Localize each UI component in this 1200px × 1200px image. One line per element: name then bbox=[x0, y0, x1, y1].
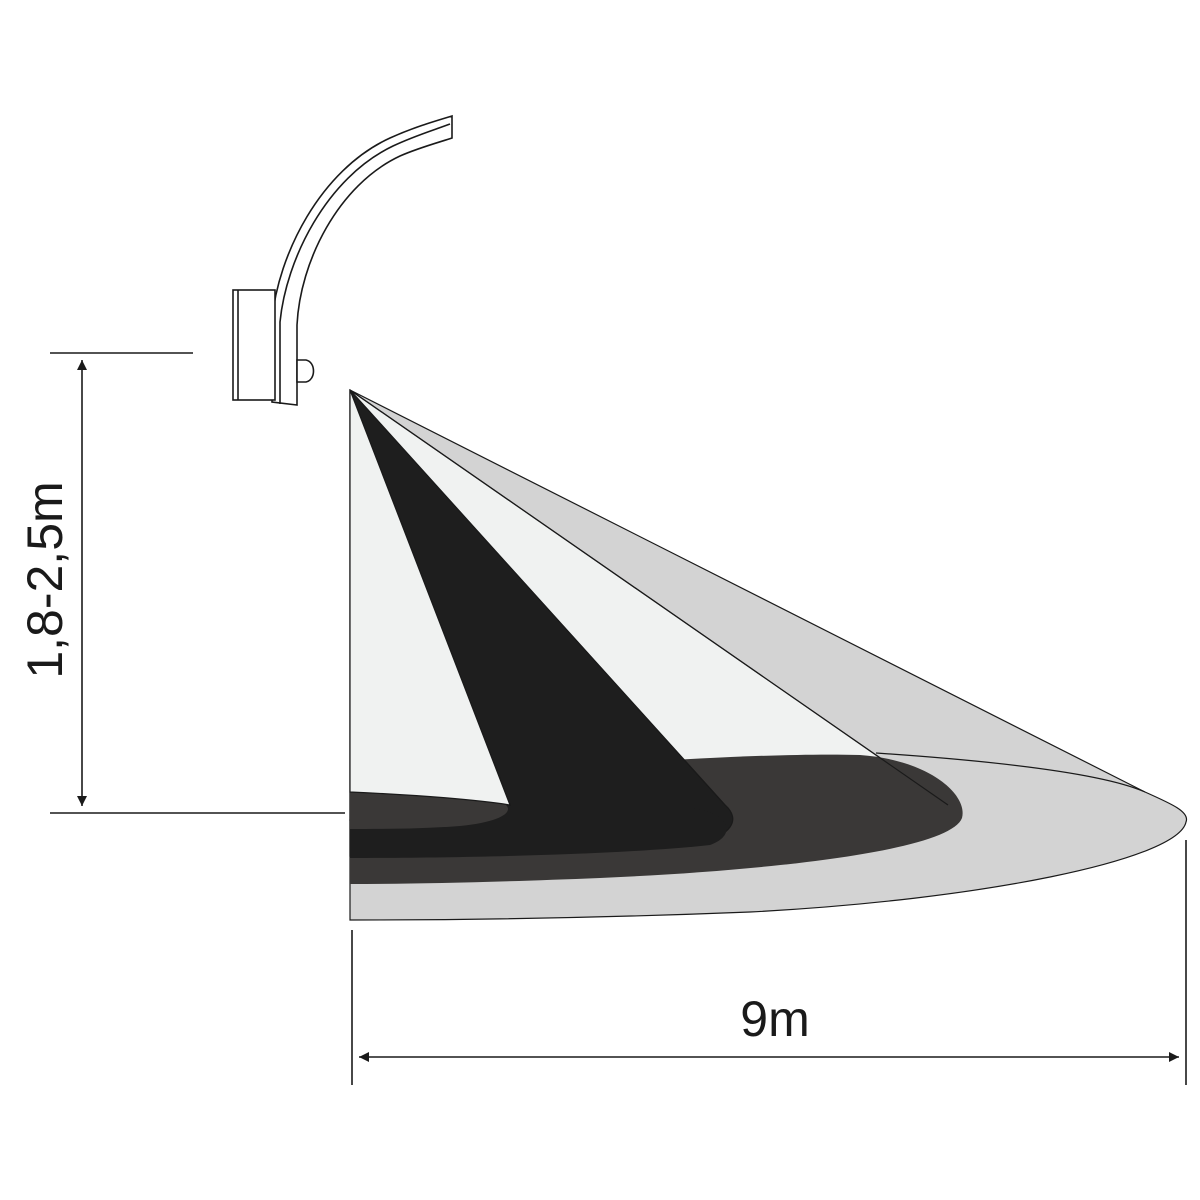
zone-mid-edge bbox=[349, 389, 949, 806]
height-dimension: 1,8-2,5m bbox=[17, 352, 345, 814]
width-dimension: 9m bbox=[351, 840, 1187, 1085]
pir-sensor-icon bbox=[296, 359, 315, 383]
ground-zone-inner bbox=[350, 791, 508, 829]
zone-near-edge bbox=[349, 389, 726, 806]
lamp-arm-edge bbox=[279, 123, 451, 404]
zone-inner bbox=[349, 389, 511, 806]
lamp-arm bbox=[271, 114, 453, 406]
height-label: 1,8-2,5m bbox=[17, 481, 73, 678]
width-label: 9m bbox=[740, 991, 809, 1047]
wall-lamp-icon bbox=[232, 114, 453, 406]
detection-zones bbox=[349, 388, 1188, 921]
lamp-wall-mount bbox=[232, 289, 276, 401]
zone-far-contour bbox=[875, 752, 1146, 793]
